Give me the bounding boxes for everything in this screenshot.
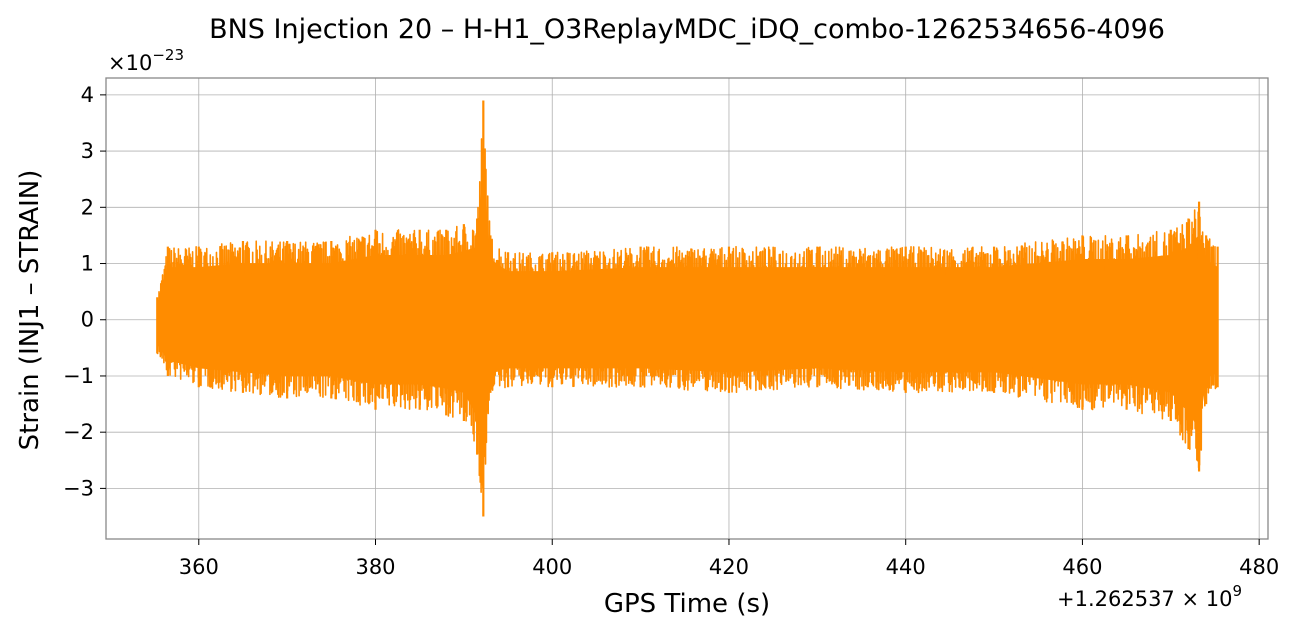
y-axis-label: Strain (INJ1 – STRAIN) xyxy=(15,170,45,451)
y-tick-label: 2 xyxy=(81,195,94,219)
x-axis-label: GPS Time (s) xyxy=(604,589,770,619)
x-offset-base: +1.262537 × 10 xyxy=(1057,587,1232,611)
y-axis-ticks: −3 −2 −1 0 1 2 3 4 xyxy=(63,83,106,500)
y-tick-label: −2 xyxy=(63,420,94,444)
y-tick-label: −1 xyxy=(63,364,94,388)
y-scale-exponent: −23 xyxy=(152,46,184,64)
x-offset-label: +1.262537 × 109 xyxy=(1057,582,1242,611)
y-tick-label: 0 xyxy=(81,308,94,332)
x-axis-ticks: 360 380 400 420 440 460 480 xyxy=(179,539,1279,579)
y-tick-label: 3 xyxy=(81,139,94,163)
x-tick-label: 380 xyxy=(355,555,395,579)
y-scale-multiplier: ×10−23 xyxy=(108,46,184,75)
y-tick-label: 4 xyxy=(81,83,94,107)
x-offset-exponent: 9 xyxy=(1232,582,1242,600)
series-line xyxy=(156,107,1219,493)
series-layer xyxy=(156,100,1219,517)
x-tick-label: 480 xyxy=(1239,555,1279,579)
x-tick-label: 440 xyxy=(886,555,926,579)
x-tick-label: 420 xyxy=(709,555,749,579)
chart-title: BNS Injection 20 – H-H1_O3ReplayMDC_iDQ_… xyxy=(209,14,1165,45)
y-tick-label: −3 xyxy=(63,476,94,500)
x-tick-label: 400 xyxy=(532,555,572,579)
x-tick-label: 360 xyxy=(179,555,219,579)
plot-frame xyxy=(105,77,1269,540)
y-tick-label: 1 xyxy=(81,252,94,276)
y-scale-base: ×10 xyxy=(108,51,152,75)
x-tick-label: 460 xyxy=(1062,555,1102,579)
